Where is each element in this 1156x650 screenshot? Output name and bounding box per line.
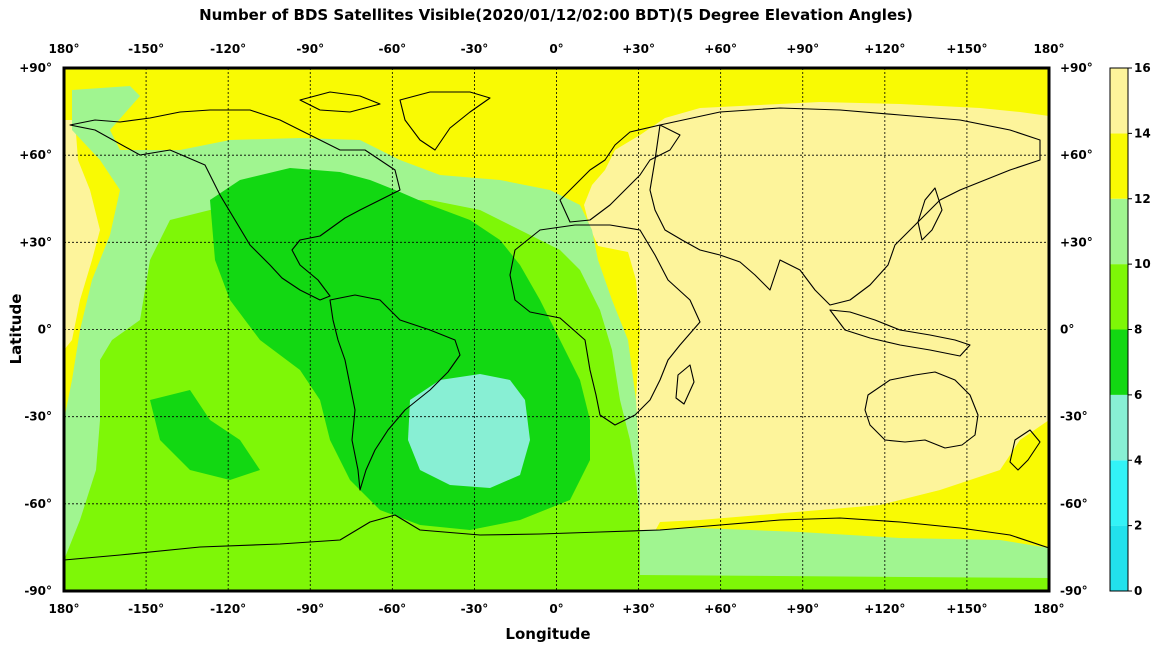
- lon-tick-label-top: +120°: [864, 42, 905, 56]
- chart-title: Number of BDS Satellites Visible(2020/01…: [199, 6, 913, 24]
- coast-europe: [559, 124, 681, 223]
- lon-tick-label-bottom: +150°: [946, 602, 987, 616]
- lat-tick-label-left: -90°: [24, 584, 52, 598]
- heatmap-region-14-16-east: [584, 102, 1049, 590]
- lat-tick-label-left: +30°: [19, 235, 52, 249]
- lon-tick-label-bottom: +120°: [864, 602, 905, 616]
- lon-tick-label-bottom: 180°: [1033, 602, 1064, 616]
- lat-tick-label-right: -30°: [1060, 410, 1088, 424]
- coast-new-zealand: [1009, 429, 1041, 471]
- coastlines: [64, 91, 1049, 561]
- lon-tick-label-top: +150°: [946, 42, 987, 56]
- lon-tick-label-top: 180°: [48, 42, 79, 56]
- lon-tick-label-top: -30°: [461, 42, 489, 56]
- lon-tick-label-top: +30°: [622, 42, 655, 56]
- heatmap-region-4-6: [408, 374, 530, 488]
- coast-madagascar: [675, 364, 695, 405]
- longitude-ticks-bottom: 180° -150° -120° -90° -60° -30° 0° +30° +60° +90°…: [48, 602, 1064, 616]
- colorbar-tick-label: 8: [1134, 323, 1142, 337]
- lon-tick-label-bottom: 180°: [48, 602, 79, 616]
- lat-tick-label-right: -90°: [1060, 584, 1088, 598]
- lat-tick-label-right: +90°: [1060, 61, 1093, 75]
- lon-tick-label-bottom: -120°: [210, 602, 246, 616]
- lat-tick-label-left: -60°: [24, 497, 52, 511]
- colorbar-bin: [1110, 460, 1128, 526]
- lon-tick-label-top: 0°: [549, 42, 563, 56]
- coast-greenland: [399, 91, 491, 151]
- lat-tick-label-left: +90°: [19, 61, 52, 75]
- coast-antarctica: [64, 514, 1049, 561]
- lon-tick-label-bottom: +90°: [786, 602, 819, 616]
- colorbar-bin: [1110, 68, 1128, 134]
- map-frame: [62, 66, 1051, 593]
- lat-tick-label-right: -60°: [1060, 497, 1088, 511]
- lon-tick-label-top: -150°: [128, 42, 164, 56]
- lon-tick-label-bottom: +30°: [622, 602, 655, 616]
- coast-australia: [864, 371, 979, 449]
- heatmap-region-8-10-south: [640, 575, 1049, 590]
- lon-tick-label-bottom: -60°: [378, 602, 406, 616]
- colorbar-tick-label: 16: [1134, 61, 1151, 75]
- lon-tick-label-top: -60°: [378, 42, 406, 56]
- latitude-ticks-left: +90° +60° +30° 0° -30° -60° -90°: [19, 61, 52, 598]
- colorbar-tick-label: 14: [1134, 126, 1151, 140]
- colorbar-labels: 16 14 12 10 8 6 4 2 0: [1128, 61, 1151, 598]
- lat-tick-label-left: 0°: [38, 323, 52, 337]
- colorbar-tick-label: 2: [1134, 519, 1142, 533]
- colorbar-tick-label: 0: [1134, 584, 1142, 598]
- colorbar-tick-label: 12: [1134, 192, 1151, 206]
- colorbar-tick-label: 10: [1134, 257, 1151, 271]
- latitude-ticks-right: +90° +60° +30° 0° -30° -60° -90°: [1060, 61, 1093, 598]
- coast-africa: [509, 224, 701, 426]
- lon-tick-label-top: -120°: [210, 42, 246, 56]
- heatmap-region-10-12-south: [640, 528, 1049, 580]
- graticule: [64, 68, 1049, 591]
- colorbar-bin: [1110, 329, 1128, 395]
- colorbar-bin: [1110, 133, 1128, 199]
- lat-tick-label-right: 0°: [1060, 323, 1074, 337]
- coast-north-america: [69, 109, 401, 301]
- longitude-ticks-top: 180° -150° -120° -90° -60° -30° 0° +30° +60° +90°…: [48, 42, 1064, 56]
- y-axis-title: Latitude: [7, 294, 25, 365]
- lat-tick-label-left: +60°: [19, 148, 52, 162]
- lon-tick-label-bottom: 0°: [549, 602, 563, 616]
- coast-south-america: [329, 294, 461, 491]
- lat-tick-label-left: -30°: [24, 410, 52, 424]
- heatmap-region-14-16-west: [64, 120, 100, 350]
- heatmap-region-6-8-pacific: [150, 390, 260, 480]
- coast-southeast-asia: [829, 309, 971, 357]
- colorbar-bin: [1110, 198, 1128, 265]
- colorbar-bin: [1110, 264, 1128, 330]
- colorbar-tick-label: 4: [1134, 453, 1142, 467]
- coast-asia: [649, 107, 1041, 306]
- lon-tick-label-top: +60°: [704, 42, 737, 56]
- x-axis-title: Longitude: [505, 625, 590, 643]
- lat-tick-label-right: +30°: [1060, 235, 1093, 249]
- colorbar-bin: [1110, 525, 1128, 591]
- lon-tick-label-top: 180°: [1033, 42, 1064, 56]
- coast-arctic-islands: [299, 91, 381, 113]
- lon-tick-label-top: -90°: [296, 42, 324, 56]
- lon-tick-label-bottom: +60°: [704, 602, 737, 616]
- colorbar-tick-label: 6: [1134, 388, 1142, 402]
- colorbar: [1109, 67, 1129, 592]
- colorbar-bin: [1110, 394, 1128, 461]
- lat-tick-label-right: +60°: [1060, 148, 1093, 162]
- lon-tick-label-bottom: -30°: [461, 602, 489, 616]
- lon-tick-label-bottom: -150°: [128, 602, 164, 616]
- lon-tick-label-bottom: -90°: [296, 602, 324, 616]
- coast-japan: [917, 187, 943, 241]
- lon-tick-label-top: +90°: [786, 42, 819, 56]
